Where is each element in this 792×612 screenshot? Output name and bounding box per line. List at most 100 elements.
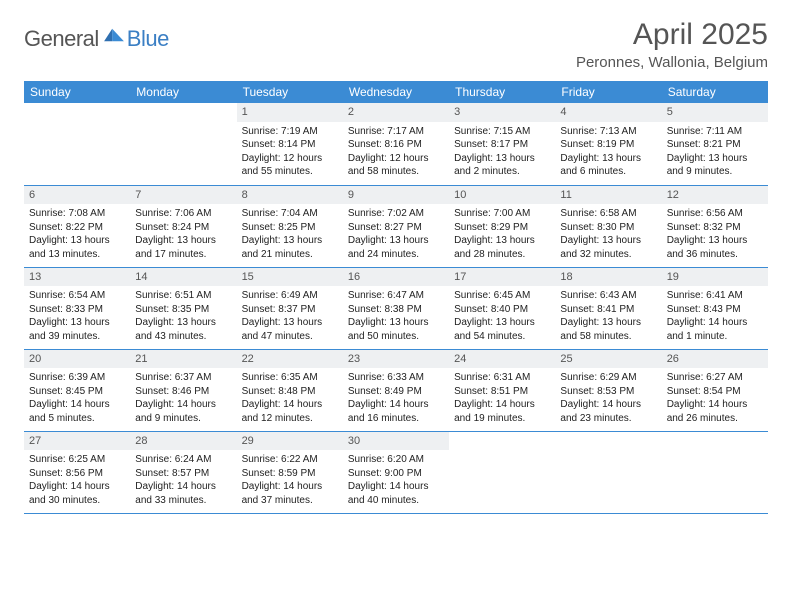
calendar-day-cell: 17Sunrise: 6:45 AMSunset: 8:40 PMDayligh… (449, 267, 555, 349)
sunrise-line: Sunrise: 6:29 AM (560, 371, 656, 385)
sunrise-line: Sunrise: 6:31 AM (454, 371, 550, 385)
day-details: Sunrise: 6:58 AMSunset: 8:30 PMDaylight:… (555, 204, 661, 264)
day-number: 17 (449, 268, 555, 287)
day-details: Sunrise: 6:54 AMSunset: 8:33 PMDaylight:… (24, 286, 130, 346)
sunset-line: Sunset: 8:33 PM (29, 303, 125, 317)
calendar-day-cell: 4Sunrise: 7:13 AMSunset: 8:19 PMDaylight… (555, 103, 661, 185)
daylight-line: Daylight: 14 hours and 37 minutes. (242, 480, 338, 507)
day-details: Sunrise: 6:33 AMSunset: 8:49 PMDaylight:… (343, 368, 449, 428)
sunrise-line: Sunrise: 6:45 AM (454, 289, 550, 303)
calendar-day-cell: 18Sunrise: 6:43 AMSunset: 8:41 PMDayligh… (555, 267, 661, 349)
sunset-line: Sunset: 8:25 PM (242, 221, 338, 235)
brand-mark-icon (103, 26, 125, 44)
calendar-day-cell (555, 431, 661, 513)
calendar-week-row: 20Sunrise: 6:39 AMSunset: 8:45 PMDayligh… (24, 349, 768, 431)
sunset-line: Sunset: 8:30 PM (560, 221, 656, 235)
calendar-page: General Blue April 2025 Peronnes, Wallon… (0, 0, 792, 532)
day-number-empty (449, 432, 555, 451)
daylight-line: Daylight: 14 hours and 40 minutes. (348, 480, 444, 507)
calendar-day-cell: 20Sunrise: 6:39 AMSunset: 8:45 PMDayligh… (24, 349, 130, 431)
calendar-day-cell (130, 103, 236, 185)
sunrise-line: Sunrise: 6:24 AM (135, 453, 231, 467)
day-details: Sunrise: 6:45 AMSunset: 8:40 PMDaylight:… (449, 286, 555, 346)
calendar-day-cell (24, 103, 130, 185)
sunrise-line: Sunrise: 7:17 AM (348, 125, 444, 139)
day-number-empty (24, 103, 130, 122)
daylight-line: Daylight: 13 hours and 24 minutes. (348, 234, 444, 261)
day-number: 10 (449, 186, 555, 205)
day-details: Sunrise: 6:31 AMSunset: 8:51 PMDaylight:… (449, 368, 555, 428)
calendar-day-cell: 12Sunrise: 6:56 AMSunset: 8:32 PMDayligh… (662, 185, 768, 267)
daylight-line: Daylight: 13 hours and 9 minutes. (667, 152, 763, 179)
daylight-line: Daylight: 13 hours and 2 minutes. (454, 152, 550, 179)
day-number: 19 (662, 268, 768, 287)
day-details: Sunrise: 6:41 AMSunset: 8:43 PMDaylight:… (662, 286, 768, 346)
calendar-week-row: 1Sunrise: 7:19 AMSunset: 8:14 PMDaylight… (24, 103, 768, 185)
sunrise-line: Sunrise: 6:43 AM (560, 289, 656, 303)
sunrise-line: Sunrise: 6:22 AM (242, 453, 338, 467)
sunrise-line: Sunrise: 7:13 AM (560, 125, 656, 139)
day-number: 21 (130, 350, 236, 369)
sunrise-line: Sunrise: 7:06 AM (135, 207, 231, 221)
calendar-day-cell: 15Sunrise: 6:49 AMSunset: 8:37 PMDayligh… (237, 267, 343, 349)
daylight-line: Daylight: 14 hours and 1 minute. (667, 316, 763, 343)
calendar-day-cell: 23Sunrise: 6:33 AMSunset: 8:49 PMDayligh… (343, 349, 449, 431)
sunset-line: Sunset: 8:54 PM (667, 385, 763, 399)
calendar-day-cell: 2Sunrise: 7:17 AMSunset: 8:16 PMDaylight… (343, 103, 449, 185)
day-details: Sunrise: 7:17 AMSunset: 8:16 PMDaylight:… (343, 122, 449, 182)
weekday-header: Wednesday (343, 81, 449, 103)
calendar-day-cell: 9Sunrise: 7:02 AMSunset: 8:27 PMDaylight… (343, 185, 449, 267)
day-details: Sunrise: 6:56 AMSunset: 8:32 PMDaylight:… (662, 204, 768, 264)
sunset-line: Sunset: 8:40 PM (454, 303, 550, 317)
day-details: Sunrise: 6:39 AMSunset: 8:45 PMDaylight:… (24, 368, 130, 428)
day-number: 13 (24, 268, 130, 287)
calendar-day-cell: 5Sunrise: 7:11 AMSunset: 8:21 PMDaylight… (662, 103, 768, 185)
day-details: Sunrise: 6:47 AMSunset: 8:38 PMDaylight:… (343, 286, 449, 346)
calendar-day-cell: 7Sunrise: 7:06 AMSunset: 8:24 PMDaylight… (130, 185, 236, 267)
calendar-week-row: 6Sunrise: 7:08 AMSunset: 8:22 PMDaylight… (24, 185, 768, 267)
day-details: Sunrise: 7:15 AMSunset: 8:17 PMDaylight:… (449, 122, 555, 182)
daylight-line: Daylight: 13 hours and 32 minutes. (560, 234, 656, 261)
sunset-line: Sunset: 8:59 PM (242, 467, 338, 481)
sunrise-line: Sunrise: 7:02 AM (348, 207, 444, 221)
calendar-day-cell: 26Sunrise: 6:27 AMSunset: 8:54 PMDayligh… (662, 349, 768, 431)
day-number: 20 (24, 350, 130, 369)
sunrise-line: Sunrise: 6:51 AM (135, 289, 231, 303)
daylight-line: Daylight: 13 hours and 39 minutes. (29, 316, 125, 343)
day-number: 25 (555, 350, 661, 369)
calendar-day-cell: 21Sunrise: 6:37 AMSunset: 8:46 PMDayligh… (130, 349, 236, 431)
weekday-header: Friday (555, 81, 661, 103)
sunrise-line: Sunrise: 6:37 AM (135, 371, 231, 385)
weekday-header: Monday (130, 81, 236, 103)
daylight-line: Daylight: 13 hours and 50 minutes. (348, 316, 444, 343)
day-number: 22 (237, 350, 343, 369)
day-details: Sunrise: 7:06 AMSunset: 8:24 PMDaylight:… (130, 204, 236, 264)
sunset-line: Sunset: 8:46 PM (135, 385, 231, 399)
day-details: Sunrise: 6:51 AMSunset: 8:35 PMDaylight:… (130, 286, 236, 346)
day-number: 16 (343, 268, 449, 287)
calendar-day-cell: 25Sunrise: 6:29 AMSunset: 8:53 PMDayligh… (555, 349, 661, 431)
calendar-day-cell: 3Sunrise: 7:15 AMSunset: 8:17 PMDaylight… (449, 103, 555, 185)
sunrise-line: Sunrise: 6:47 AM (348, 289, 444, 303)
sunset-line: Sunset: 8:37 PM (242, 303, 338, 317)
sunset-line: Sunset: 8:53 PM (560, 385, 656, 399)
weekday-header: Sunday (24, 81, 130, 103)
sunrise-line: Sunrise: 7:04 AM (242, 207, 338, 221)
sunset-line: Sunset: 8:49 PM (348, 385, 444, 399)
weekday-header: Thursday (449, 81, 555, 103)
sunrise-line: Sunrise: 6:49 AM (242, 289, 338, 303)
sunrise-line: Sunrise: 7:11 AM (667, 125, 763, 139)
sunrise-line: Sunrise: 6:54 AM (29, 289, 125, 303)
day-details: Sunrise: 7:02 AMSunset: 8:27 PMDaylight:… (343, 204, 449, 264)
daylight-line: Daylight: 13 hours and 36 minutes. (667, 234, 763, 261)
calendar-day-cell: 28Sunrise: 6:24 AMSunset: 8:57 PMDayligh… (130, 431, 236, 513)
daylight-line: Daylight: 13 hours and 21 minutes. (242, 234, 338, 261)
sunset-line: Sunset: 8:16 PM (348, 138, 444, 152)
daylight-line: Daylight: 13 hours and 17 minutes. (135, 234, 231, 261)
sunset-line: Sunset: 8:57 PM (135, 467, 231, 481)
calendar-day-cell: 8Sunrise: 7:04 AMSunset: 8:25 PMDaylight… (237, 185, 343, 267)
daylight-line: Daylight: 13 hours and 13 minutes. (29, 234, 125, 261)
day-details: Sunrise: 6:27 AMSunset: 8:54 PMDaylight:… (662, 368, 768, 428)
daylight-line: Daylight: 14 hours and 30 minutes. (29, 480, 125, 507)
day-number: 23 (343, 350, 449, 369)
